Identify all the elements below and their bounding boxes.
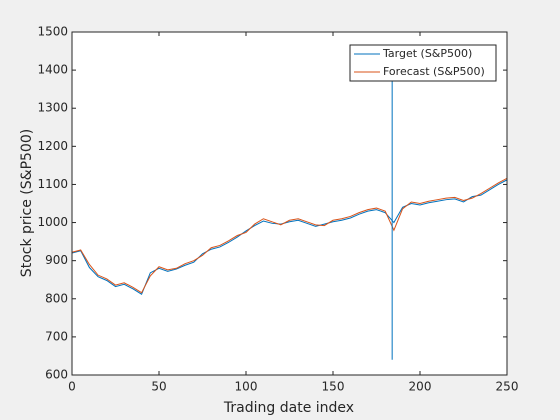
- x-tick-label: 250: [496, 380, 519, 394]
- y-tick-label: 600: [45, 368, 68, 382]
- y-tick-label: 1400: [37, 63, 68, 77]
- x-tick-label: 50: [151, 380, 166, 394]
- legend-box: [349, 44, 497, 82]
- plot-area: [72, 32, 507, 375]
- x-tick-label: 0: [68, 380, 76, 394]
- y-tick-label: 900: [45, 253, 68, 267]
- y-tick-label: 800: [45, 291, 68, 305]
- y-tick-label: 1200: [37, 139, 68, 153]
- legend-label: Target (S&P500): [382, 47, 472, 60]
- series-line: [71, 177, 508, 294]
- y-tick-label: 700: [45, 329, 68, 343]
- y-tick-label: 1100: [37, 177, 68, 191]
- legend: Target (S&P500) Forecast (S&P500): [349, 44, 497, 82]
- axes-box: [71, 31, 508, 376]
- y-tick-label: 1000: [37, 215, 68, 229]
- x-tick-label: 100: [235, 380, 258, 394]
- x-tick-label: 200: [409, 380, 432, 394]
- x-axis-label: Trading date index: [223, 400, 354, 416]
- y-tick-label: 1500: [37, 25, 68, 39]
- y-tick-label: 1300: [37, 101, 68, 115]
- y-axis-label: Stock price (S&P500): [19, 129, 35, 277]
- x-tick-label: 150: [322, 380, 345, 394]
- legend-label: Forecast (S&P500): [383, 65, 485, 78]
